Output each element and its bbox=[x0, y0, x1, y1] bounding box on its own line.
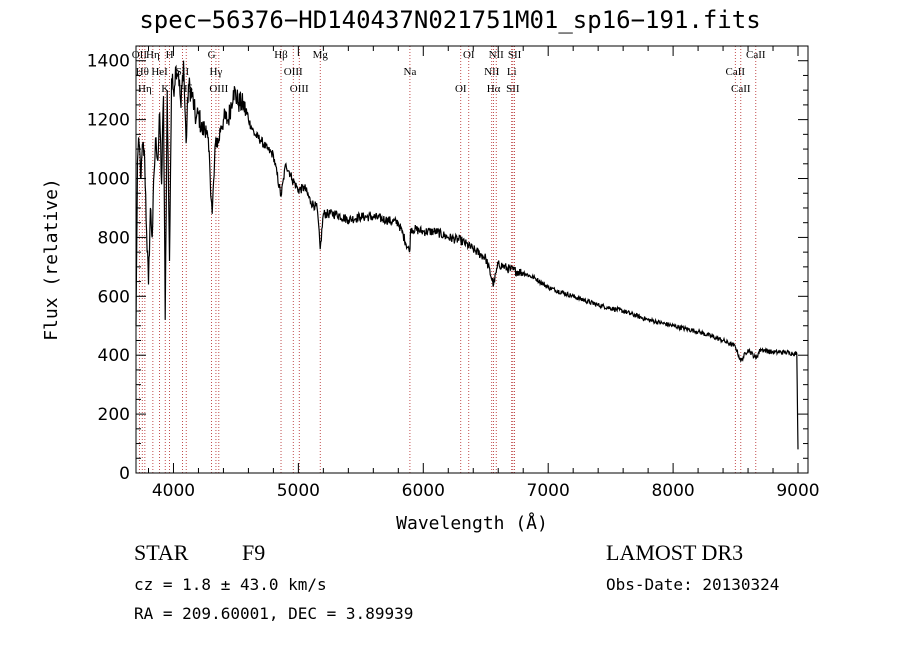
line-marker-label: Hη bbox=[138, 83, 152, 95]
line-marker-label: OIII bbox=[290, 83, 309, 95]
redshift-text: cz = 1.8 ± 43.0 km/s bbox=[134, 575, 327, 594]
line-marker-label: SII bbox=[508, 49, 522, 61]
y-axis-label: Flux (relative) bbox=[41, 178, 62, 341]
line-marker-label: NII bbox=[484, 66, 500, 78]
y-tick-label: 400 bbox=[98, 346, 130, 366]
x-tick-label: 6000 bbox=[402, 481, 445, 501]
line-marker-label: G bbox=[208, 49, 216, 61]
y-tick-label: 1200 bbox=[87, 111, 130, 131]
x-tick-label: 7000 bbox=[527, 481, 570, 501]
spectrum-line bbox=[135, 60, 799, 450]
coordinates-text: RA = 209.60001, DEC = 3.89939 bbox=[134, 604, 414, 623]
line-marker-label: Na bbox=[404, 66, 417, 78]
line-marker-label: HeI bbox=[151, 66, 168, 78]
x-tick-label: 9000 bbox=[776, 481, 819, 501]
y-tick-label: 200 bbox=[98, 405, 130, 425]
y-tick-label: 0 bbox=[119, 464, 130, 484]
line-marker-label: Li bbox=[507, 66, 517, 78]
line-marker-label: SII bbox=[506, 83, 520, 95]
x-tick-label: 5000 bbox=[277, 481, 320, 501]
x-tick-label: 8000 bbox=[651, 481, 694, 501]
plot-frame bbox=[135, 45, 809, 474]
object-subclass: F9 bbox=[242, 540, 266, 565]
y-tick-label: 800 bbox=[98, 228, 130, 248]
line-marker-label: Hθ bbox=[136, 66, 149, 78]
line-marker-label: Mg bbox=[313, 49, 329, 61]
line-marker-label: NII bbox=[489, 49, 505, 61]
object-class: STAR bbox=[134, 540, 189, 565]
y-tick-label: 1000 bbox=[87, 170, 130, 190]
line-marker-label: CaII bbox=[726, 66, 746, 78]
line-marker-label: K bbox=[161, 83, 169, 95]
line-markers: OIIHθHηHηHeIKHSIIHδGHγOIIIHβOIIIOIIIMgNa… bbox=[132, 46, 766, 473]
line-marker-label: Hη bbox=[146, 49, 160, 61]
chart-title: spec−56376−HD140437N021751M01_sp16−191.f… bbox=[139, 6, 761, 34]
obs-date: Obs-Date: 20130324 bbox=[606, 575, 780, 594]
line-marker-label: CaII bbox=[731, 83, 751, 95]
line-marker-label: CaII bbox=[746, 49, 766, 61]
line-marker-label: Hα bbox=[487, 83, 501, 95]
line-marker-label: OI bbox=[455, 83, 467, 95]
axis-ticks: 4000 5000 6000 7000 8000 9000 0 200 400 600 800 100… bbox=[87, 46, 820, 501]
line-marker-label: OI bbox=[463, 49, 475, 61]
line-marker-label: H bbox=[166, 49, 174, 61]
survey-name: LAMOST DR3 bbox=[606, 540, 744, 565]
line-marker-label: Hγ bbox=[210, 66, 223, 78]
x-tick-label: 4000 bbox=[152, 481, 195, 501]
line-marker-label: OIII bbox=[284, 66, 303, 78]
y-tick-label: 1400 bbox=[87, 52, 130, 72]
y-tick-label: 600 bbox=[98, 287, 130, 307]
x-axis-label: Wavelength (Å) bbox=[396, 512, 548, 534]
line-marker-label: Hβ bbox=[274, 49, 288, 61]
line-marker-label: OIII bbox=[209, 83, 228, 95]
